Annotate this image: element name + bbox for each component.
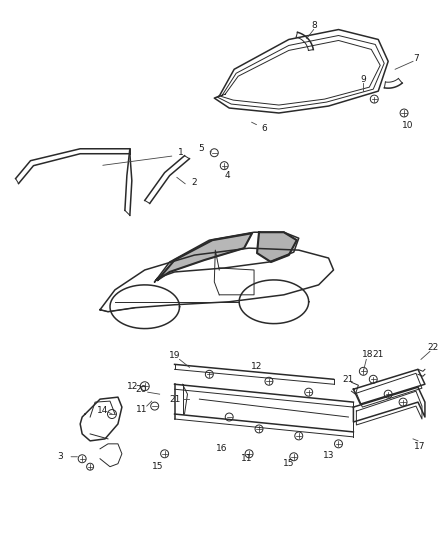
- Text: 3: 3: [57, 453, 63, 461]
- Polygon shape: [157, 233, 251, 280]
- Text: 7: 7: [412, 54, 418, 63]
- Text: 19: 19: [169, 351, 180, 360]
- Polygon shape: [256, 232, 296, 262]
- Text: 21: 21: [372, 350, 383, 359]
- Text: 12: 12: [251, 362, 262, 371]
- Text: 17: 17: [413, 442, 425, 451]
- Text: 22: 22: [426, 343, 438, 352]
- Text: 10: 10: [401, 122, 413, 131]
- Text: 16: 16: [215, 445, 226, 453]
- Text: 13: 13: [322, 451, 334, 461]
- Text: 21: 21: [169, 394, 180, 403]
- Text: 18: 18: [361, 350, 372, 359]
- Text: 11: 11: [136, 405, 147, 414]
- Text: 1: 1: [177, 148, 183, 157]
- Text: 4: 4: [224, 171, 230, 180]
- Text: 15: 15: [152, 462, 163, 471]
- Text: 11: 11: [241, 454, 252, 463]
- Text: 9: 9: [360, 75, 365, 84]
- Text: 21: 21: [342, 375, 353, 384]
- Text: 14: 14: [97, 406, 109, 415]
- Text: 12: 12: [127, 382, 138, 391]
- Text: 8: 8: [311, 21, 317, 30]
- Text: 2: 2: [191, 178, 197, 187]
- Text: 15: 15: [283, 459, 294, 468]
- Text: 20: 20: [135, 385, 146, 394]
- Text: 5: 5: [198, 144, 204, 154]
- Text: 6: 6: [261, 124, 266, 133]
